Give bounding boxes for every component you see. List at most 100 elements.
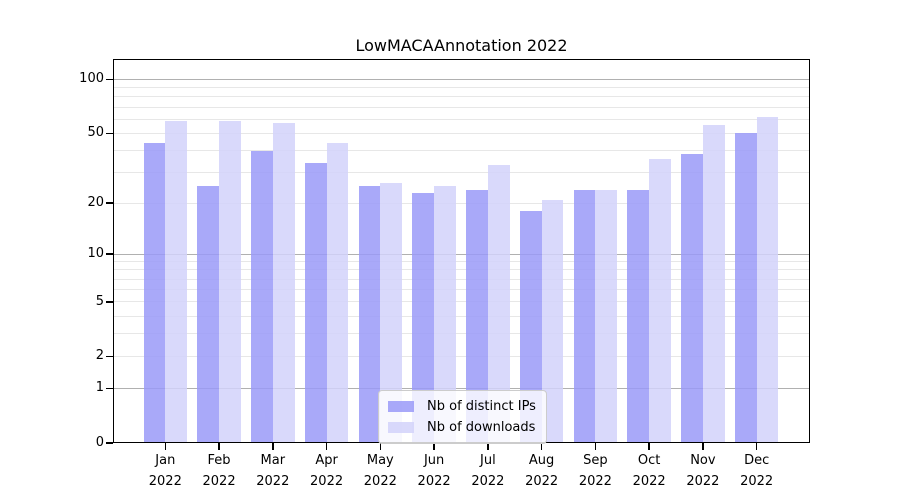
x-tick-dec — [755, 443, 758, 450]
y-tick-label-50: 50 — [87, 125, 104, 141]
bar-nb-of-downloads-mar — [272, 123, 295, 443]
x-tick-label-may: May 2022 — [340, 450, 420, 492]
gridline-minor-40 — [113, 149, 810, 151]
plot-area: Nb of distinct IPs Nb of downloads — [106, 59, 810, 450]
x-tick-oct — [648, 443, 650, 450]
gridline-minor-6 — [113, 289, 810, 291]
gridline-minor-9 — [113, 261, 810, 263]
x-label-month: Feb — [207, 453, 231, 468]
x-label-month: Aug — [528, 453, 555, 468]
gridline-minor-4 — [113, 315, 810, 317]
x-tick-label-jan: Jan 2022 — [125, 450, 205, 492]
gridline-major-1 — [113, 387, 810, 389]
x-label-year: 2022 — [148, 474, 182, 489]
legend-swatch-distinct-ips — [388, 401, 414, 412]
gridline-minor-60 — [113, 118, 810, 120]
x-label-month: Sep — [583, 453, 608, 468]
x-label-year: 2022 — [471, 474, 505, 489]
bar-nb-of-distinct-ips-jun — [412, 192, 435, 443]
bar-nb-of-distinct-ips-apr — [304, 163, 327, 443]
bar-nb-of-distinct-ips-oct — [627, 189, 650, 443]
gridline-minor-70 — [113, 106, 810, 108]
x-tick-label-jun: Jun 2022 — [394, 450, 474, 492]
x-tick-label-sep: Sep 2022 — [555, 450, 635, 492]
x-label-year: 2022 — [525, 474, 559, 489]
x-label-year: 2022 — [363, 474, 397, 489]
x-tick-jun — [433, 443, 435, 450]
gridline-minor-5 — [113, 301, 810, 303]
y-tick-label-2: 2 — [95, 348, 104, 364]
x-label-year: 2022 — [686, 474, 720, 489]
y-tick-5 — [106, 301, 113, 303]
bar-nb-of-downloads-jul — [487, 165, 510, 443]
bar-nb-of-downloads-oct — [649, 158, 671, 443]
legend-label-distinct-ips: Nb of distinct IPs — [427, 399, 536, 414]
bar-nb-of-downloads-feb — [219, 120, 241, 443]
x-tick-label-nov: Nov 2022 — [663, 450, 743, 492]
y-tick-1 — [106, 387, 113, 390]
legend-entry-downloads: Nb of downloads — [388, 418, 536, 437]
x-tick-aug — [540, 443, 543, 450]
gridline-minor-20 — [113, 202, 810, 204]
bar-nb-of-distinct-ips-may — [358, 186, 381, 443]
x-tick-apr — [325, 443, 328, 450]
bar-nb-of-downloads-jan — [165, 120, 188, 443]
x-tick-label-aug: Aug 2022 — [502, 450, 582, 492]
x-label-month: Dec — [744, 453, 770, 468]
bar-nb-of-downloads-may — [380, 183, 403, 443]
bar-nb-of-distinct-ips-mar — [251, 150, 273, 443]
x-label-month: Jan — [155, 453, 176, 468]
x-label-year: 2022 — [417, 474, 451, 489]
x-tick-label-feb: Feb 2022 — [179, 450, 259, 492]
x-label-month: Oct — [637, 453, 661, 468]
x-tick-label-oct: Oct 2022 — [609, 450, 689, 492]
x-tick-label-mar: Mar 2022 — [233, 450, 313, 492]
x-label-month: Apr — [315, 453, 338, 468]
x-tick-jul — [487, 443, 489, 450]
gridline-minor-7 — [113, 278, 810, 280]
x-tick-jan — [164, 443, 167, 450]
bar-nb-of-distinct-ips-feb — [197, 186, 220, 443]
bar-nb-of-downloads-nov — [702, 124, 725, 443]
gridline-minor-3 — [113, 333, 810, 335]
x-label-year: 2022 — [632, 474, 666, 489]
x-tick-label-jul: Jul 2022 — [448, 450, 528, 492]
chart-title: LowMACAAnnotation 2022 — [355, 36, 568, 55]
x-label-month: May — [366, 453, 394, 468]
x-label-month: Jun — [423, 453, 445, 468]
bar-nb-of-downloads-dec — [756, 116, 779, 443]
bar-nb-of-distinct-ips-sep — [573, 189, 596, 443]
y-tick-50 — [106, 132, 113, 135]
x-tick-label-dec: Dec 2022 — [717, 450, 797, 492]
y-tick-0 — [106, 442, 113, 444]
y-tick-2 — [106, 355, 113, 358]
x-label-month: Jul — [480, 453, 496, 468]
gridline-major-100 — [113, 78, 810, 80]
y-tick-20 — [106, 202, 113, 204]
bar-nb-of-distinct-ips-dec — [734, 133, 757, 443]
y-tick-10 — [106, 253, 113, 255]
y-tick-label-0: 0 — [95, 435, 104, 450]
bar-nb-of-distinct-ips-aug — [519, 211, 542, 443]
x-label-year: 2022 — [310, 474, 344, 489]
legend: Nb of distinct IPs Nb of downloads — [378, 390, 547, 444]
y-tick-100 — [106, 78, 113, 81]
bar-nb-of-distinct-ips-nov — [681, 154, 703, 443]
x-label-year: 2022 — [202, 474, 236, 489]
gridline-major-10 — [113, 253, 810, 255]
x-label-month: Nov — [690, 453, 716, 468]
bar-nb-of-downloads-apr — [326, 143, 349, 443]
gridline-minor-30 — [113, 172, 810, 174]
y-tick-label-20: 20 — [87, 195, 104, 211]
bar-nb-of-downloads-sep — [595, 189, 618, 443]
x-label-year: 2022 — [256, 474, 290, 489]
y-tick-label-1: 1 — [95, 380, 104, 396]
x-tick-may — [379, 443, 382, 450]
gridline-minor-80 — [113, 96, 810, 98]
x-tick-mar — [272, 443, 274, 450]
gridline-minor-2 — [113, 355, 810, 357]
y-tick-label-10: 10 — [87, 246, 104, 262]
x-tick-sep — [594, 443, 597, 450]
x-tick-feb — [218, 443, 220, 450]
